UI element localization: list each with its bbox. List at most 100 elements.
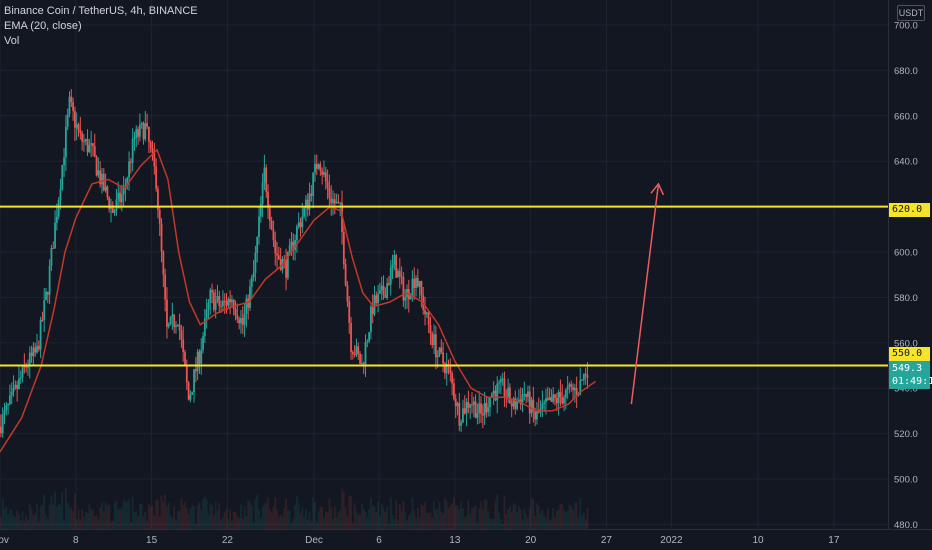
volume-bar [153, 515, 156, 529]
volume-bar [101, 502, 103, 529]
candle-body [375, 295, 378, 304]
volume-bar [30, 508, 33, 529]
volume-bar [111, 520, 114, 529]
volume-bar [169, 515, 172, 529]
time-axis[interactable]: Nov 8 15 22 Dec 6 13 20 27 2022 10 17 [0, 535, 840, 546]
volume-bar [453, 498, 455, 529]
volume-bar [203, 496, 206, 529]
volume-bar [582, 512, 585, 529]
candle-body [285, 259, 287, 278]
volume-bar [277, 516, 280, 529]
volume-bar [550, 519, 553, 529]
volume-bar [25, 515, 28, 529]
volume-bar [142, 516, 145, 529]
candle-body [66, 114, 69, 127]
volume-bar [527, 517, 529, 529]
volume-bar [93, 516, 96, 529]
candle-body [510, 403, 513, 407]
candle-body [550, 397, 553, 402]
volume-bar [407, 515, 410, 529]
candle-body [50, 247, 53, 267]
candle-body [240, 317, 242, 324]
candle-body [243, 313, 246, 325]
volume-bar [36, 503, 38, 529]
volume-bar [503, 496, 506, 529]
volume-bar [223, 512, 226, 529]
projection-arrow[interactable] [630, 182, 665, 405]
volume-bar [272, 507, 275, 529]
symbol-title[interactable]: Binance Coin / TetherUS, 4h, BINANCE [4, 5, 198, 17]
candle-body [148, 126, 150, 142]
volume-bar [314, 501, 316, 529]
currency-button[interactable]: USDT [897, 5, 925, 21]
volume-bar [202, 498, 204, 529]
candle-body [528, 391, 531, 414]
candle-body [359, 353, 361, 364]
candle-body [543, 402, 546, 404]
volume-bar [584, 519, 587, 529]
volume-bar [559, 503, 562, 529]
volume-bar [110, 521, 112, 529]
candle-body [398, 271, 401, 277]
volume-bar [359, 514, 361, 529]
volume-bar [323, 517, 325, 529]
candle-body [211, 289, 213, 293]
candle-body [203, 318, 206, 337]
candle-body [328, 187, 331, 199]
candle-body [104, 186, 107, 191]
volume-bar [115, 500, 118, 529]
candle-body [79, 129, 82, 133]
volume-bar [0, 516, 2, 529]
candle-body [212, 292, 215, 310]
volume-bar [492, 518, 495, 529]
candle-body [555, 397, 558, 404]
candle-body [582, 373, 585, 380]
volume-bar [229, 509, 232, 529]
candle-body [108, 197, 111, 209]
candle-body [534, 411, 537, 420]
candle-body [90, 143, 93, 145]
volume-bar [404, 512, 407, 529]
volume-bar [194, 523, 197, 529]
candle-body [364, 342, 367, 365]
volume-bar [144, 511, 147, 529]
candle-body [46, 291, 49, 295]
volume-bar [7, 513, 10, 529]
volume-bar [113, 503, 116, 529]
candle-body [135, 128, 138, 138]
volume-bar [252, 522, 255, 529]
volume-bar [552, 507, 555, 529]
candle-body [180, 330, 183, 340]
volume-bar [46, 518, 49, 529]
time-tick-label: Nov [0, 535, 9, 546]
candle-body [30, 352, 33, 356]
candle-body [503, 378, 506, 397]
volume-bar [52, 504, 55, 529]
volume-bar [193, 505, 195, 529]
candle-body [501, 378, 504, 380]
candle-body [537, 410, 540, 413]
volume-bar [501, 523, 504, 529]
volume-bar [297, 503, 300, 529]
candle-body [350, 322, 352, 352]
candle-body [402, 276, 405, 301]
volume-bar [1, 498, 4, 529]
volume-bar [250, 504, 253, 529]
candle-body [267, 191, 269, 209]
candle-body [283, 259, 286, 261]
volume-bar [90, 509, 93, 529]
volume-bar [151, 505, 154, 529]
candle-body [483, 402, 486, 416]
ema-indicator-label[interactable]: EMA (20, close) [4, 20, 82, 32]
candle-body [315, 163, 318, 169]
volume-bar [64, 487, 67, 529]
volume-bar [537, 505, 540, 529]
candle-body [499, 378, 502, 383]
volume-indicator-label[interactable]: Vol [4, 35, 20, 47]
volume-bar [39, 506, 42, 529]
volume-bar [236, 516, 239, 529]
candle-body [467, 401, 470, 408]
volume-bar [55, 506, 58, 529]
volume-bar [326, 512, 329, 529]
